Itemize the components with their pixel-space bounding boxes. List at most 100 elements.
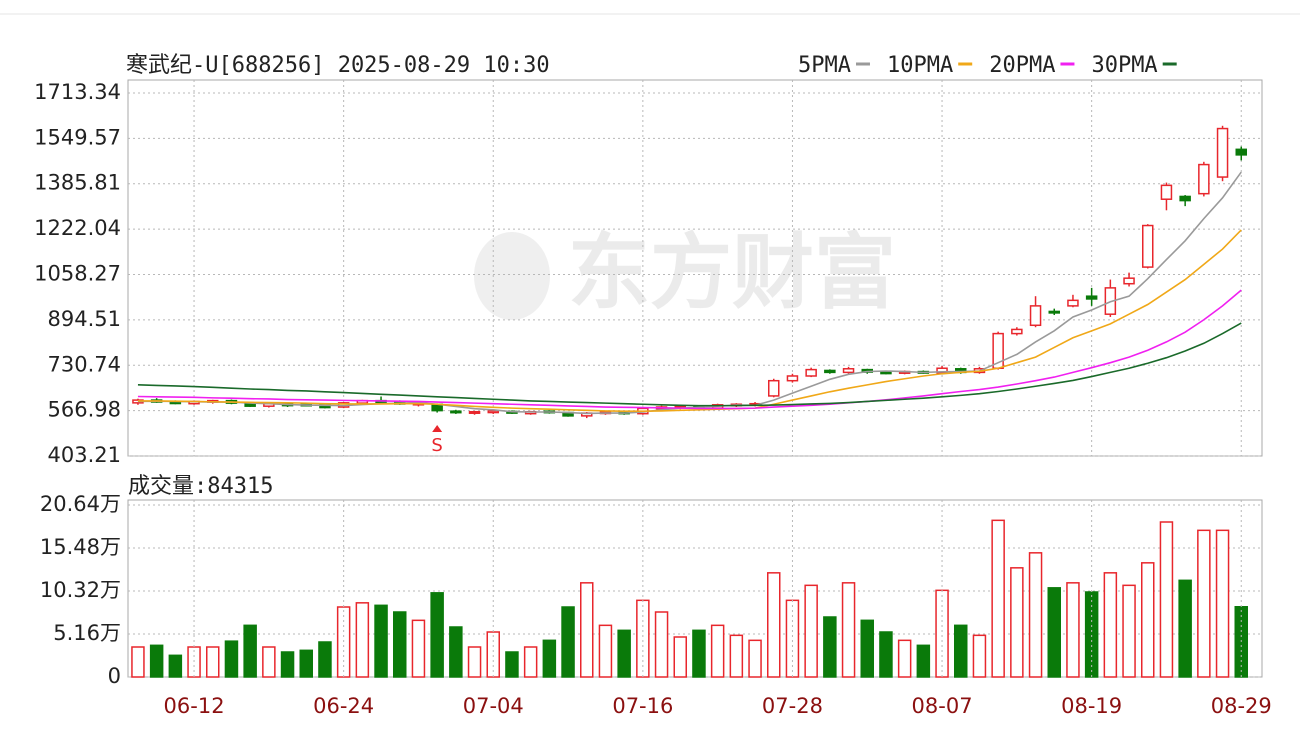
volume-bar [523, 646, 538, 678]
volume-bar [617, 629, 631, 678]
volume-bar [374, 604, 388, 678]
candle-body [805, 368, 817, 377]
candle-body [1179, 195, 1191, 202]
volume-bar [467, 646, 482, 678]
x-tick-label: 08-07 [912, 694, 973, 718]
x-tick-label: 07-16 [612, 694, 673, 718]
chart-title: 寒武纪-U[688256] 2025-08-29 10:30 [126, 53, 550, 78]
y-tick-label: 1222.04 [34, 216, 121, 240]
watermark-group: 东方财富 [474, 225, 896, 320]
candle-body [1067, 299, 1079, 307]
volume-bar [823, 616, 837, 678]
volume-bar [673, 636, 687, 678]
volume-bar [1215, 529, 1230, 678]
volume-bar [748, 639, 762, 678]
volume-bar [1028, 552, 1043, 678]
legend-label: 20PMA [989, 53, 1055, 78]
candle-body [936, 367, 948, 374]
y-tick-label: 730.74 [48, 352, 121, 376]
volume-bar [935, 589, 949, 678]
volume-bar [1122, 584, 1136, 678]
x-tick-label: 06-24 [313, 694, 374, 718]
candle-body [1142, 224, 1154, 268]
volume-title: 成交量:84315 [128, 474, 273, 499]
candle-body [487, 410, 499, 414]
volume-bar [879, 631, 893, 678]
volume-bar [542, 639, 557, 678]
volume-bar [1103, 572, 1118, 678]
candle-body [786, 375, 799, 382]
y-tick-label: 15.48万 [40, 535, 121, 559]
volume-bar [1197, 529, 1211, 678]
volume-bar [580, 582, 594, 678]
volume-bar [224, 640, 239, 678]
signal-arrow [432, 425, 443, 432]
volume-bar [505, 651, 519, 678]
legend-label: 30PMA [1091, 53, 1157, 78]
candle-body [1048, 310, 1060, 314]
volume-bar [804, 584, 818, 678]
volume-bar [729, 634, 744, 678]
candle-body [768, 379, 780, 397]
volume-bar [561, 606, 575, 678]
ma-line [137, 229, 1242, 412]
x-tick-label: 06-12 [164, 694, 225, 718]
volume-bar [991, 519, 1005, 678]
volume-bar [710, 624, 725, 678]
volume-bar [393, 611, 407, 678]
candle-body [1029, 305, 1042, 327]
candle-body [1123, 277, 1135, 285]
volume-bar [598, 624, 613, 678]
legend-label: 10PMA [887, 53, 953, 78]
candle-body [1216, 127, 1229, 178]
y-tick-label: 566.98 [48, 398, 121, 422]
candle-body [1011, 328, 1023, 335]
volume-bar [841, 582, 856, 678]
x-tick-label: 07-04 [463, 694, 524, 718]
candle-body [1235, 148, 1247, 156]
volume-bar [1066, 582, 1080, 678]
ma-line [137, 322, 1242, 407]
y-tick-label: 1713.34 [34, 80, 121, 104]
volume-bar [897, 639, 912, 678]
volume-bar [1047, 587, 1061, 678]
y-tick-label: 10.32万 [40, 578, 121, 602]
candle-body [880, 371, 892, 375]
candle-body [1160, 184, 1173, 200]
y-tick-label: 1058.27 [34, 262, 121, 286]
x-tick-label: 08-19 [1061, 694, 1122, 718]
volume-bar [1084, 591, 1099, 678]
volume-bar [654, 611, 669, 678]
candle-body [450, 410, 462, 414]
volume-bar [430, 592, 444, 678]
x-tick-label: 07-28 [762, 694, 823, 718]
volume-bar [954, 624, 968, 678]
volume-bar [355, 602, 370, 678]
volume-bar [692, 629, 706, 678]
watermark-logo [474, 232, 550, 320]
volume-bar [243, 624, 257, 678]
volume-bar [168, 654, 183, 678]
ma-line [137, 289, 1242, 410]
watermark: 东方财富 [568, 225, 896, 320]
candle-body [1085, 295, 1098, 300]
volume-bar [1010, 567, 1024, 678]
volume-bar [972, 634, 987, 678]
volume-bar [299, 649, 313, 678]
price-frame [127, 79, 1263, 457]
volume-bar [916, 644, 931, 678]
volume-bar [149, 644, 164, 678]
candle-body [1198, 163, 1210, 195]
volume-bar [860, 619, 874, 678]
volume-bar [280, 651, 295, 678]
volume-bar [206, 646, 220, 678]
volume-bar [411, 619, 426, 678]
y-tick-label: 403.21 [48, 443, 121, 467]
candle-body [842, 368, 855, 374]
y-tick-label: 894.51 [48, 307, 121, 331]
volume-bar [262, 646, 276, 678]
volume-bar [1159, 521, 1174, 678]
y-tick-label: 0 [108, 664, 121, 688]
volume-bar [1178, 579, 1192, 678]
